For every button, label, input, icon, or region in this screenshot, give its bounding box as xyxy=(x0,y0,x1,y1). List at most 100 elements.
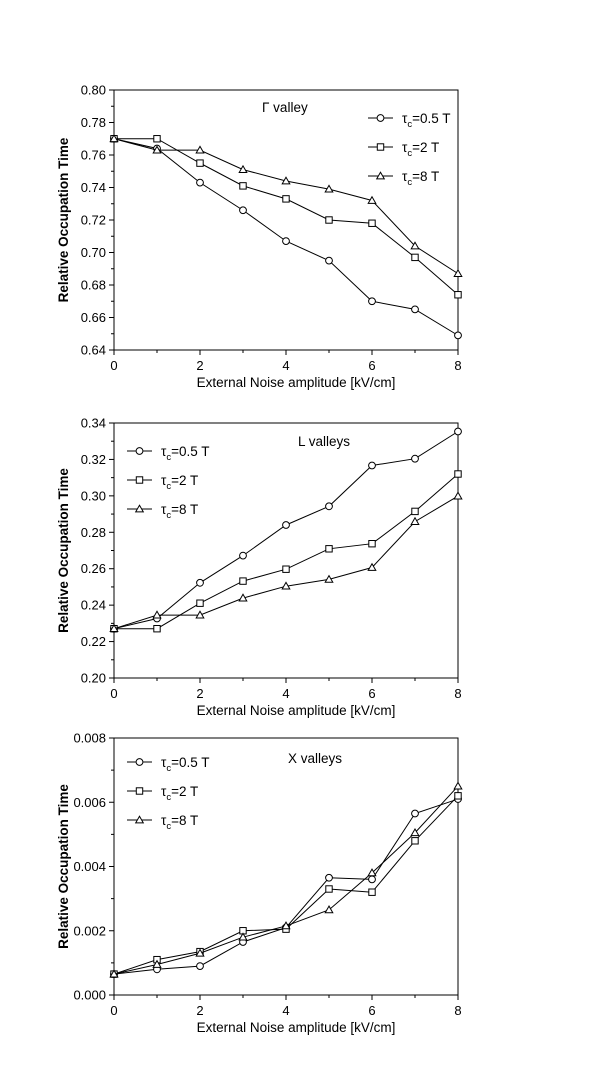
data-point xyxy=(453,781,463,790)
y-tick-label: 0.78 xyxy=(81,115,106,130)
x-tick-label: 6 xyxy=(368,1003,375,1018)
panel-label: L valleys xyxy=(298,434,350,449)
chart-panel-1: 0.64 0.66 0.68 0.70 0.72 0.74 0.76 0.78 0.80 0 2 4 6… xyxy=(56,83,463,390)
data-point xyxy=(454,331,462,340)
legend-entry: τc=2 T xyxy=(127,473,198,492)
data-point xyxy=(325,216,333,224)
x-tick-label: 0 xyxy=(110,358,117,373)
data-point xyxy=(281,581,291,590)
legend-entry: τc=0.5 T xyxy=(368,111,451,130)
panel-label: X valleys xyxy=(288,751,342,766)
legend-marker xyxy=(375,171,386,180)
data-point xyxy=(454,470,462,478)
data-point xyxy=(368,297,376,306)
data-point xyxy=(239,182,247,190)
x-tick-label: 4 xyxy=(282,686,289,701)
data-point xyxy=(367,562,377,571)
legend-marker xyxy=(135,758,144,766)
data-point xyxy=(282,521,290,529)
y-axis-label: Relative Occupation Time xyxy=(56,784,71,949)
y-tick-label: 0.34 xyxy=(81,416,106,431)
data-point xyxy=(325,885,333,893)
legend-label: τc=0.5 T xyxy=(161,444,210,463)
data-point xyxy=(281,176,291,185)
data-point xyxy=(411,454,419,463)
legend-label: τc=0.5 T xyxy=(402,111,451,130)
legend-entry: τc=8 T xyxy=(127,813,198,832)
x-tick-label: 4 xyxy=(282,1003,289,1018)
y-tick-label: 0.008 xyxy=(73,731,106,746)
plot-frame xyxy=(113,737,459,996)
data-point xyxy=(411,837,419,845)
y-tick-label: 0.68 xyxy=(81,278,106,293)
series-line xyxy=(114,138,459,296)
chart-panel-2: 0.20 0.22 0.24 0.26 0.28 0.30 0.32 0.34 0 2 4 6 8 Ext… xyxy=(56,416,463,718)
data-point xyxy=(325,545,333,553)
data-point xyxy=(281,921,291,930)
data-point xyxy=(238,932,248,941)
data-point xyxy=(152,610,162,619)
data-point xyxy=(109,623,119,633)
data-point xyxy=(368,540,376,548)
data-point xyxy=(195,145,205,154)
data-point xyxy=(368,875,376,884)
data-point xyxy=(196,159,204,167)
y-axis-label: Relative Occupation Time xyxy=(56,137,71,302)
x-axis-label: External Noise amplitude [kV/cm] xyxy=(197,1020,396,1035)
legend-marker xyxy=(135,787,144,795)
x-tick-label: 0 xyxy=(110,1003,117,1018)
legend-marker xyxy=(135,476,144,484)
y-tick-label: 0.74 xyxy=(81,180,106,195)
data-point xyxy=(453,268,463,277)
legend-label: τc=8 T xyxy=(161,502,198,521)
data-point xyxy=(324,184,334,193)
data-point xyxy=(282,237,290,246)
series-triangle xyxy=(109,491,463,633)
legend-entry: τc=0.5 T xyxy=(127,444,210,463)
y-tick-label: 0.26 xyxy=(81,561,106,576)
y-tick-label: 0.72 xyxy=(81,213,106,228)
data-point xyxy=(325,256,333,265)
y-tick-label: 0.004 xyxy=(73,859,106,874)
data-point xyxy=(454,427,462,436)
legend-label: τc=0.5 T xyxy=(161,755,210,774)
data-point xyxy=(454,792,462,800)
data-point xyxy=(324,905,334,914)
legend-marker xyxy=(376,114,385,122)
y-tick-label: 0.24 xyxy=(81,598,106,613)
y-axis-label: Relative Occupation Time xyxy=(56,468,71,633)
data-point xyxy=(410,516,420,525)
legend-label: τc=2 T xyxy=(402,140,439,159)
legend-marker xyxy=(134,815,145,824)
y-tick-label: 0.70 xyxy=(81,245,106,260)
y-tick-label: 0.32 xyxy=(81,452,106,467)
series-circle xyxy=(110,134,462,340)
data-point xyxy=(368,461,376,470)
y-tick-label: 0.66 xyxy=(81,310,106,325)
chart-panel-3: 0.000 0.002 0.004 0.006 0.008 0 2 4 6 8 External N… xyxy=(56,731,463,1035)
data-point xyxy=(411,809,419,818)
data-point xyxy=(196,962,204,970)
series-square xyxy=(110,135,462,299)
y-tick-label: 0.000 xyxy=(73,988,106,1003)
data-point xyxy=(324,574,334,583)
data-point xyxy=(152,959,162,968)
data-point xyxy=(282,565,290,573)
x-axis-label: External Noise amplitude [kV/cm] xyxy=(197,703,396,718)
x-axis-label: External Noise amplitude [kV/cm] xyxy=(197,375,396,390)
data-point xyxy=(153,135,161,143)
data-point xyxy=(238,593,248,602)
y-tick-label: 0.006 xyxy=(73,795,106,810)
legend-entry: τc=2 T xyxy=(127,784,198,803)
data-point xyxy=(410,827,420,837)
x-tick-label: 2 xyxy=(196,1003,203,1018)
data-point xyxy=(239,206,247,215)
data-point xyxy=(454,291,462,299)
panel-label: Γ valley xyxy=(262,100,308,115)
series-square xyxy=(110,470,462,633)
data-point xyxy=(367,868,377,877)
data-point xyxy=(411,507,419,516)
x-tick-label: 8 xyxy=(454,358,461,373)
data-point xyxy=(325,873,333,882)
